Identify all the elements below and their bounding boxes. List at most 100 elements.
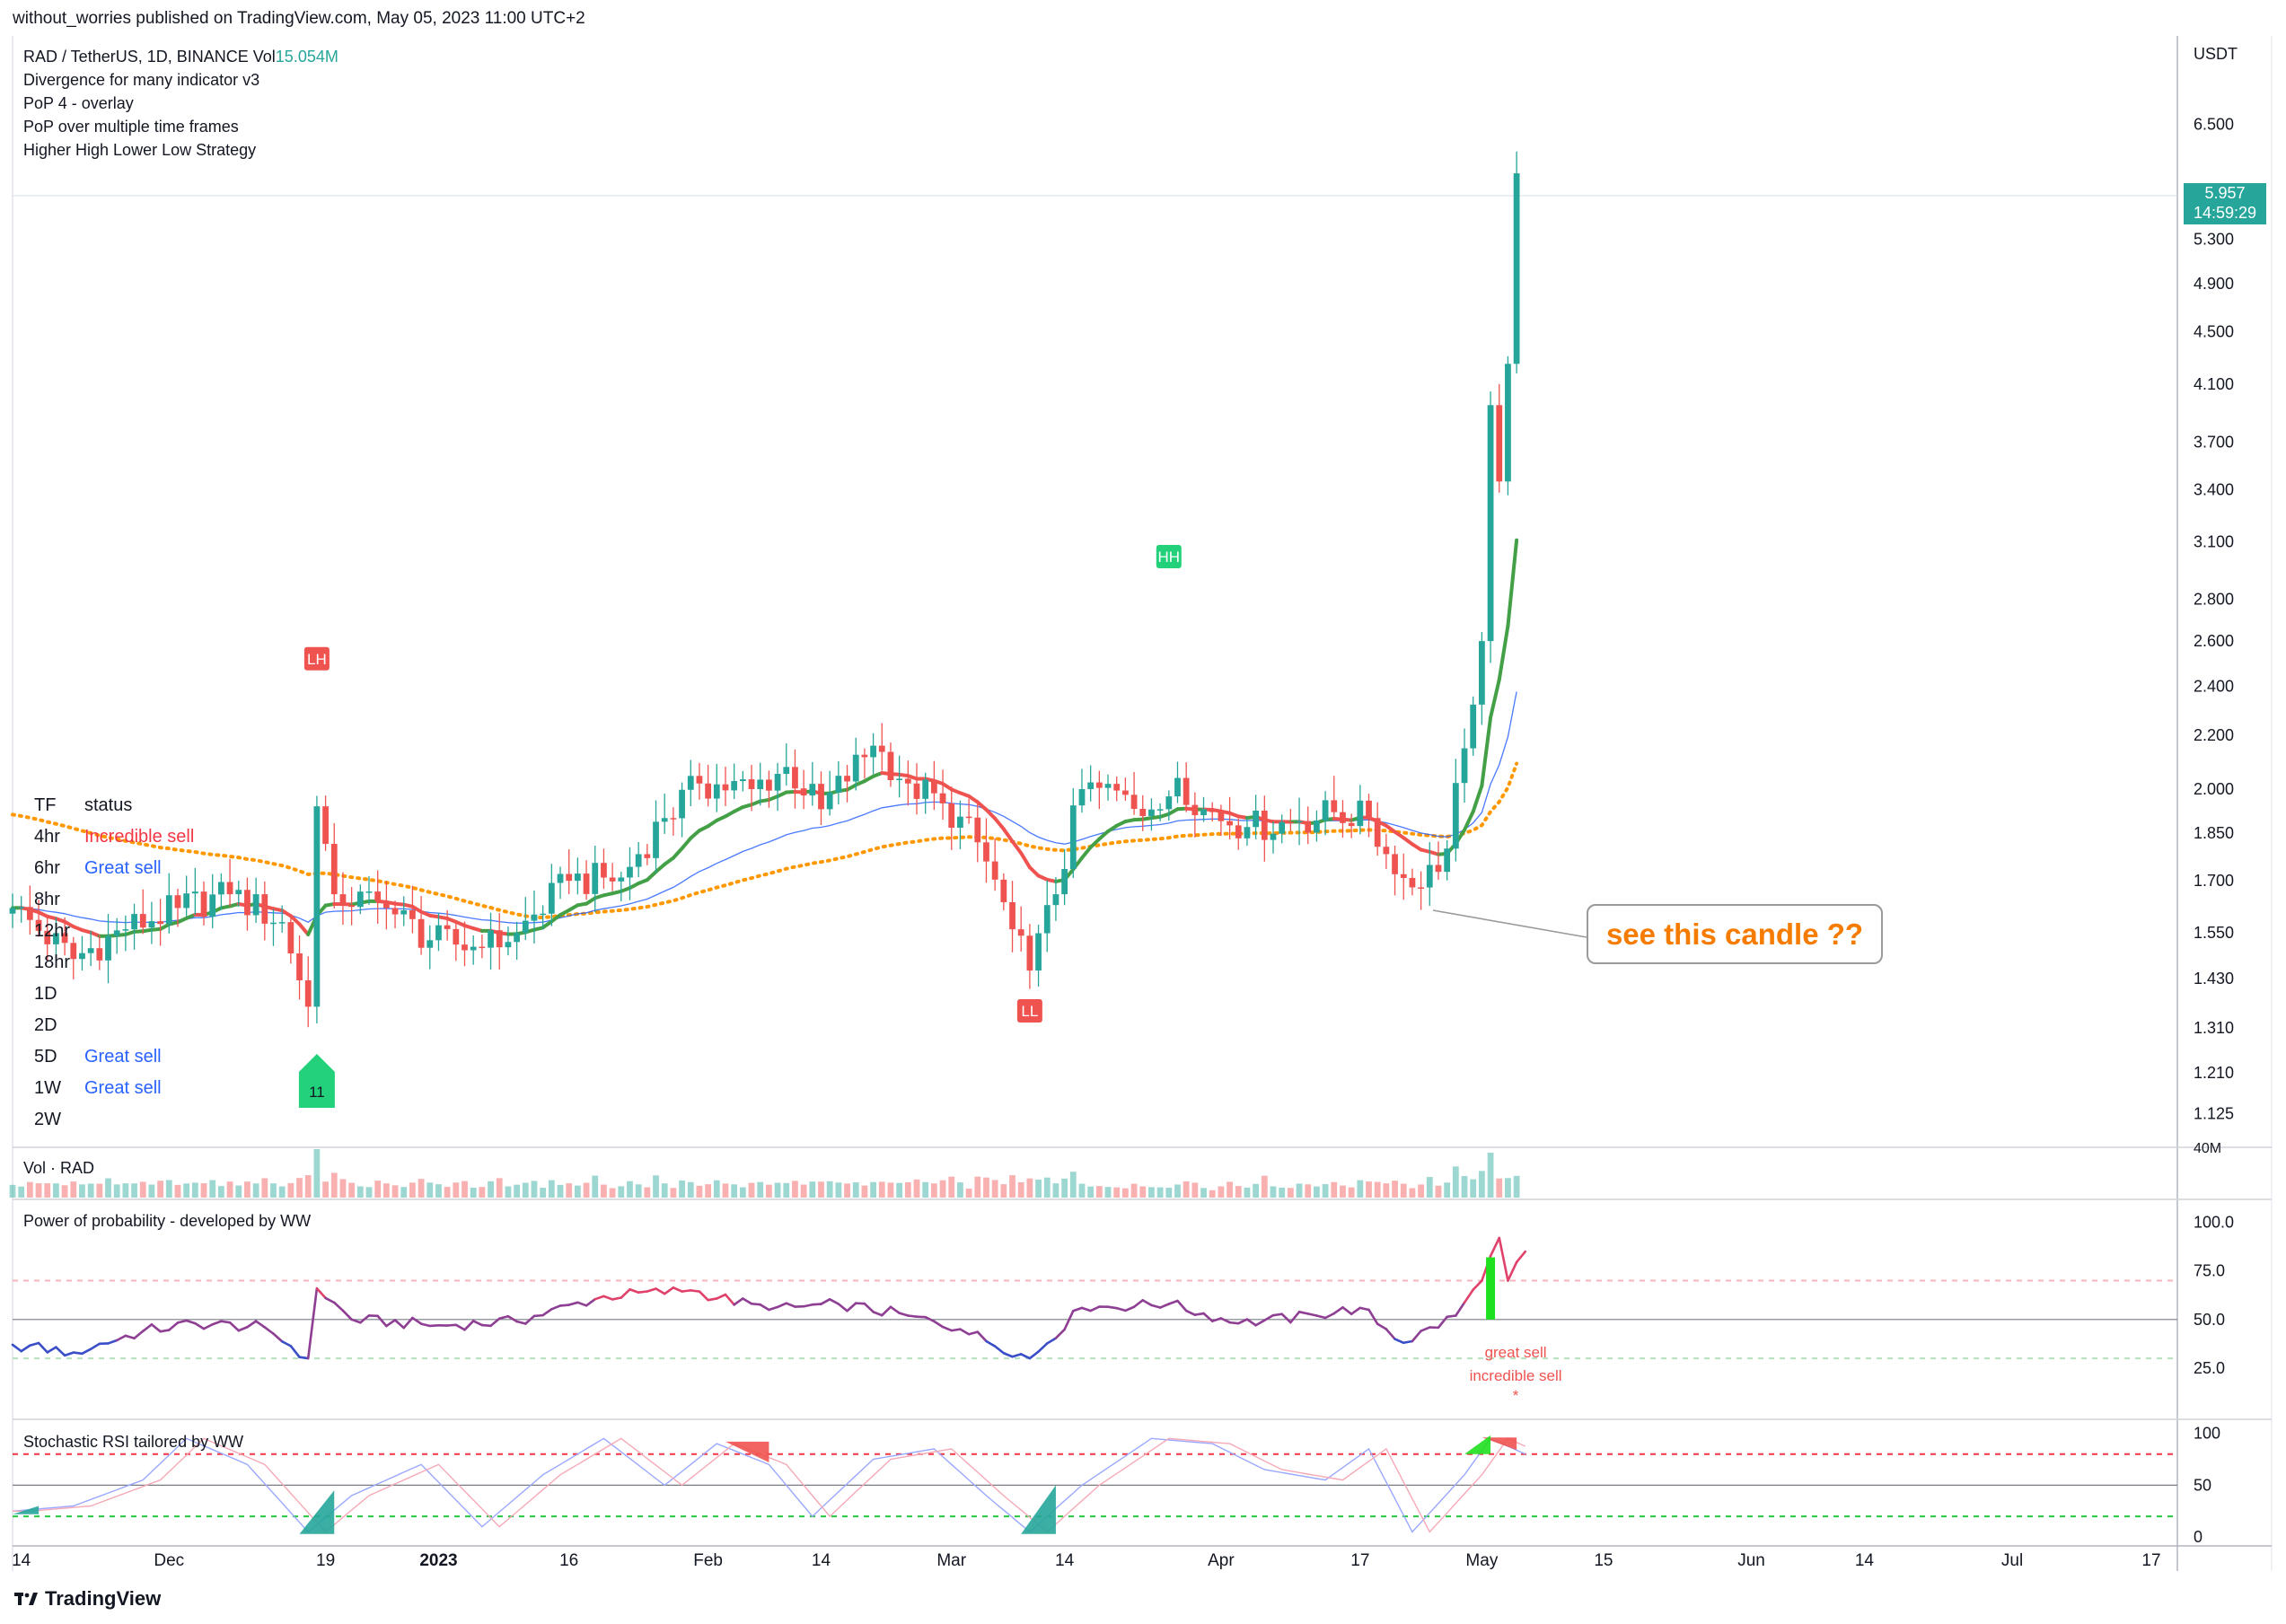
indicator-legend-1[interactable]: Divergence for many indicator v3 (23, 71, 260, 89)
marker-badge (298, 1053, 335, 1108)
volume-pane-title[interactable]: Vol · RAD (23, 1159, 95, 1177)
volume-bar (1191, 1182, 1199, 1198)
pop-line-segment (141, 1323, 154, 1333)
candle-body (418, 918, 425, 948)
candle (1095, 770, 1103, 810)
pop-line-segment (506, 1314, 518, 1323)
indicator-legend-4[interactable]: Higher High Lower Low Strategy (23, 141, 257, 159)
candle (113, 917, 120, 954)
pop-line-segment (46, 1346, 57, 1354)
candle (852, 737, 859, 791)
volume-bar (679, 1180, 685, 1198)
candle-body (191, 891, 198, 894)
time-tick-label: 2023 (419, 1551, 457, 1570)
volume-bar (774, 1182, 781, 1198)
osc-tick-label: 100.0 (2194, 1214, 2234, 1232)
candle-body (870, 745, 876, 758)
volume-bar (1139, 1186, 1147, 1198)
candle-body (974, 817, 981, 843)
ema-segment (645, 870, 658, 882)
pop-line-segment (915, 1315, 927, 1319)
candle-body (1348, 822, 1355, 827)
pop-line-segment (532, 1313, 544, 1318)
ema-segment (975, 800, 989, 812)
volume-bar (365, 1187, 373, 1198)
volume-bar (1183, 1181, 1190, 1198)
time-tick-label: 14 (1055, 1551, 1075, 1570)
candle-body (462, 944, 468, 951)
candle (1191, 792, 1199, 838)
pop-line-segment (593, 1295, 605, 1301)
candle (1078, 768, 1086, 813)
volume-bar (1444, 1182, 1451, 1198)
pop-line-segment (454, 1323, 466, 1331)
pop-line-segment (889, 1305, 901, 1314)
time-tick-label: 14 (12, 1551, 31, 1570)
tradingview-logo-icon (14, 1593, 38, 1606)
volume-bar (1052, 1183, 1059, 1198)
volume-bar (635, 1184, 642, 1198)
volume-bar (200, 1183, 207, 1198)
pop-pane-title[interactable]: Power of probability - developed by WW (23, 1212, 312, 1230)
volume-bar (1296, 1183, 1303, 1198)
volume-bar (896, 1182, 903, 1198)
volume-bar (1069, 1172, 1077, 1198)
volume-bar (18, 1186, 25, 1198)
pop-line-segment (620, 1287, 631, 1299)
candle (531, 890, 538, 944)
indicator-legend-2[interactable]: PoP 4 - overlay (23, 94, 134, 112)
candle-body (1322, 800, 1329, 821)
pop-line-segment (1394, 1338, 1405, 1345)
volume-bar (453, 1182, 460, 1198)
price-tick-label: 2.800 (2194, 591, 2234, 609)
symbol-title: RAD / TetherUS, 1D, BINANCE (23, 48, 249, 66)
volume-bar (1009, 1175, 1016, 1198)
time-tick-label: Jul (2001, 1551, 2023, 1570)
volume-bar (261, 1178, 268, 1198)
candle (661, 793, 668, 834)
candle (1487, 391, 1494, 663)
candle (53, 917, 59, 961)
status-value: Great sell (84, 1047, 162, 1067)
candle (1287, 809, 1294, 831)
candle (1000, 873, 1007, 911)
pop-line-segment (20, 1344, 31, 1353)
candle (601, 848, 607, 890)
candle (913, 763, 920, 815)
volume-bar (1087, 1186, 1095, 1198)
candle (330, 822, 338, 909)
stoch-k-line (12, 1437, 1526, 1533)
candle-body (1487, 405, 1494, 642)
marker-text: LH (307, 651, 327, 668)
candle-body (18, 907, 25, 909)
ema-segment (1463, 810, 1475, 832)
marker-text: HH (1158, 549, 1181, 566)
pop-line-segment (124, 1334, 136, 1340)
ema-segment (288, 914, 302, 926)
candle (348, 887, 356, 926)
volume-bar (174, 1184, 181, 1198)
candle-body (444, 925, 451, 929)
pop-line-segment (785, 1302, 796, 1308)
volume-bar (1374, 1181, 1381, 1198)
pop-line-segment (802, 1303, 814, 1308)
volume-bar (278, 1186, 286, 1198)
candle (1165, 790, 1173, 821)
candle (774, 762, 781, 812)
candle (679, 782, 685, 838)
stoch-pane-title[interactable]: Stochastic RSI tailored by WW (23, 1433, 244, 1451)
indicator-legend-3[interactable]: PoP over multiple time frames (23, 118, 239, 136)
pop-line-segment (1106, 1305, 1119, 1310)
candle (1305, 806, 1312, 845)
candle-body (609, 877, 616, 882)
pop-line-segment (306, 1286, 319, 1360)
candle (105, 914, 111, 984)
volume-bar (731, 1184, 738, 1198)
candle-body (252, 894, 259, 916)
candle (261, 881, 268, 941)
pop-line-segment (376, 1314, 388, 1328)
pop-line-segment (237, 1325, 249, 1332)
pop-line-segment (707, 1297, 718, 1302)
volume-bar (913, 1179, 920, 1198)
candle-body (592, 863, 599, 894)
